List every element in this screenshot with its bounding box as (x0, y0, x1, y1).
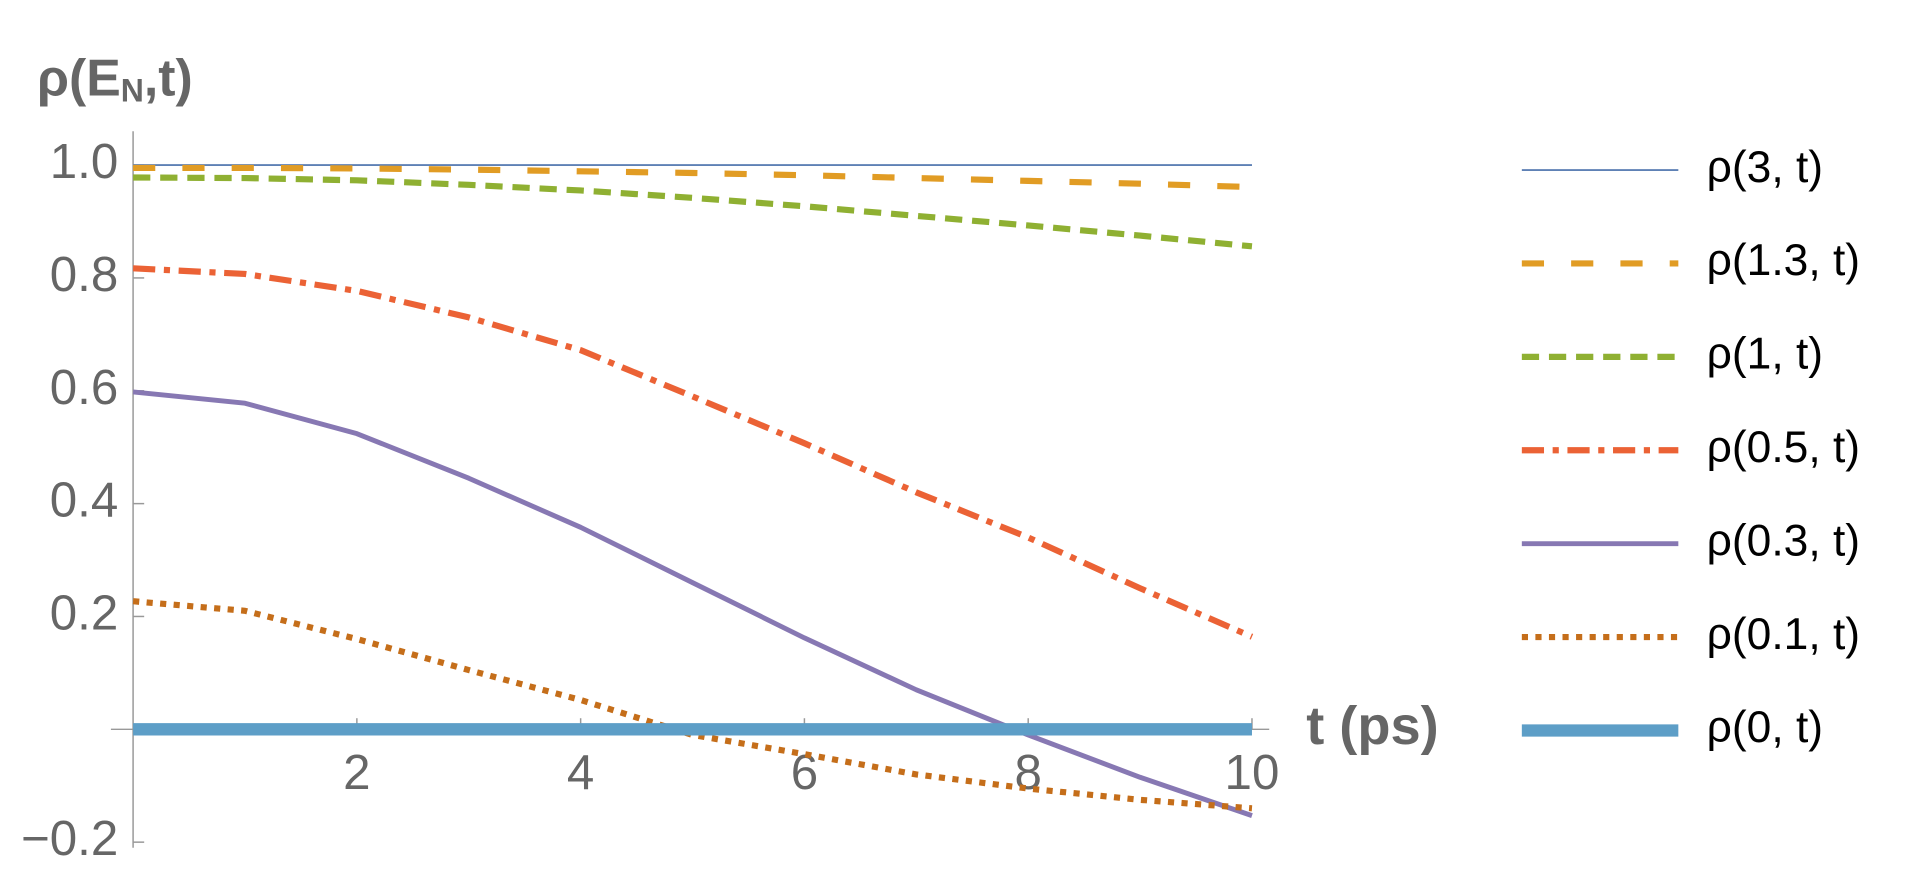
y-tick-label: 0.6 (50, 360, 119, 415)
legend-label: ρ(1, t) (1707, 330, 1823, 379)
y-tick-label: 0.2 (50, 585, 119, 640)
series-line (133, 164, 1253, 191)
y-tick-label: 0.8 (50, 247, 119, 302)
legend-label: ρ(1.3, t) (1707, 236, 1860, 285)
legend-label: ρ(0, t) (1707, 703, 1823, 752)
legend-label: ρ(0.3, t) (1707, 516, 1860, 565)
legend-label: ρ(0.1, t) (1707, 610, 1860, 659)
series-line (133, 174, 1253, 250)
y-label-base: ρ(E (37, 48, 121, 106)
series-line (132, 265, 1254, 640)
legend-label: ρ(0.5, t) (1707, 423, 1860, 472)
y-axis-label: ρ(EN,t) (37, 48, 193, 109)
x-tick-label: 4 (567, 745, 594, 800)
y-tick-label: 1.0 (50, 134, 119, 189)
legend-label: ρ(3, t) (1707, 143, 1823, 192)
x-tick-label: 10 (1225, 745, 1280, 800)
series-line (132, 598, 1253, 812)
y-label-subscript: N (121, 73, 144, 109)
y-tick-label: −0.2 (21, 811, 118, 866)
series-line (132, 389, 1253, 818)
y-label-end: ,t) (144, 48, 193, 106)
x-axis-label: t (ps) (1306, 696, 1438, 756)
y-tick-label: 0.4 (50, 473, 119, 528)
x-tick-label: 2 (343, 745, 370, 800)
